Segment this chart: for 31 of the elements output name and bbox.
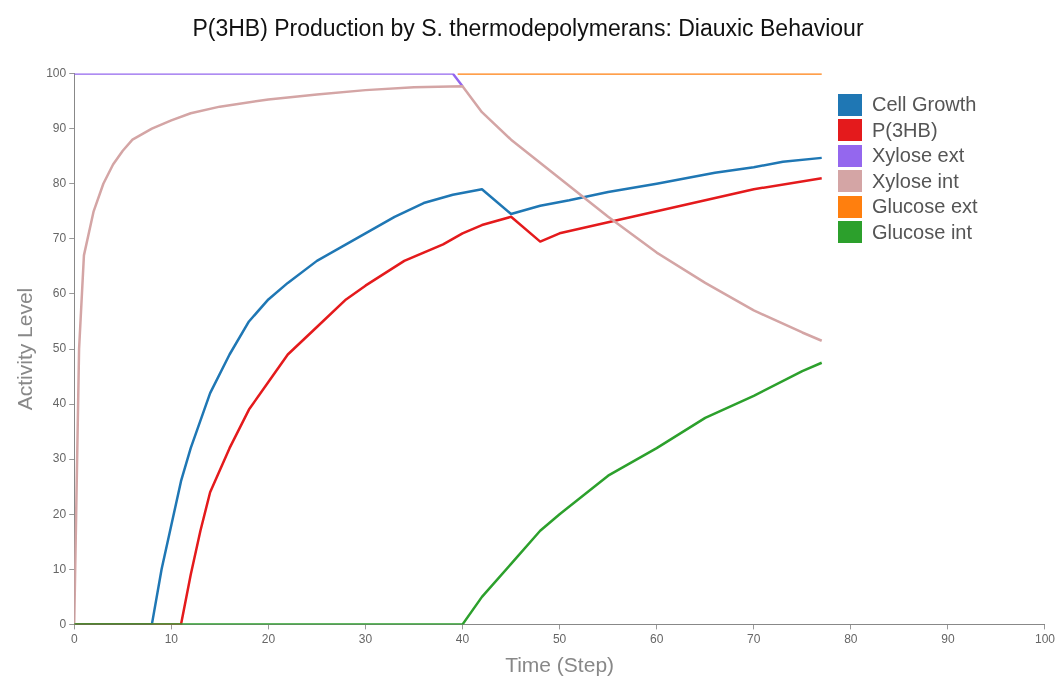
legend-label: Xylose int [872,169,959,193]
x-tick-label: 100 [1034,631,1056,646]
y-tick-label: 90 [52,120,67,135]
y-tick-label: 70 [52,231,67,246]
legend-label: Xylose ext [872,144,965,168]
x-axis-title: Time (Step) [505,653,615,677]
y-tick-label: 10 [52,561,67,576]
x-tick-label: 60 [650,631,664,646]
y-tick-label: 0 [59,616,67,631]
x-tick-label: 90 [941,631,955,646]
legend-label: P(3HB) [872,118,938,142]
x-tick-label: 50 [552,631,567,646]
y-axis-title: Activity Level [13,287,37,411]
y-tick-label: 60 [52,286,67,301]
x-tick-label: 10 [164,631,179,646]
y-tick-label: 100 [46,65,67,80]
x-tick-label: 80 [844,631,858,646]
x-tick-label: 30 [358,631,373,646]
y-tick-label: 80 [52,176,67,191]
legend-label: Cell Growth [872,93,977,117]
y-tick-label: 50 [52,341,67,356]
x-tick-label: 20 [261,631,276,646]
x-tick-label: 70 [747,631,761,646]
y-tick-label: 40 [52,396,67,411]
legend-label: Glucose int [872,220,973,244]
y-tick-label: 30 [52,451,67,466]
x-tick-label: 40 [455,631,470,646]
chart-title: P(3HB) Production by S. thermodepolymerans: Diauxic Behaviour [192,15,864,42]
x-tick-label: 0 [70,631,78,646]
legend-label: Glucose ext [872,195,978,219]
y-tick-label: 20 [52,506,67,521]
